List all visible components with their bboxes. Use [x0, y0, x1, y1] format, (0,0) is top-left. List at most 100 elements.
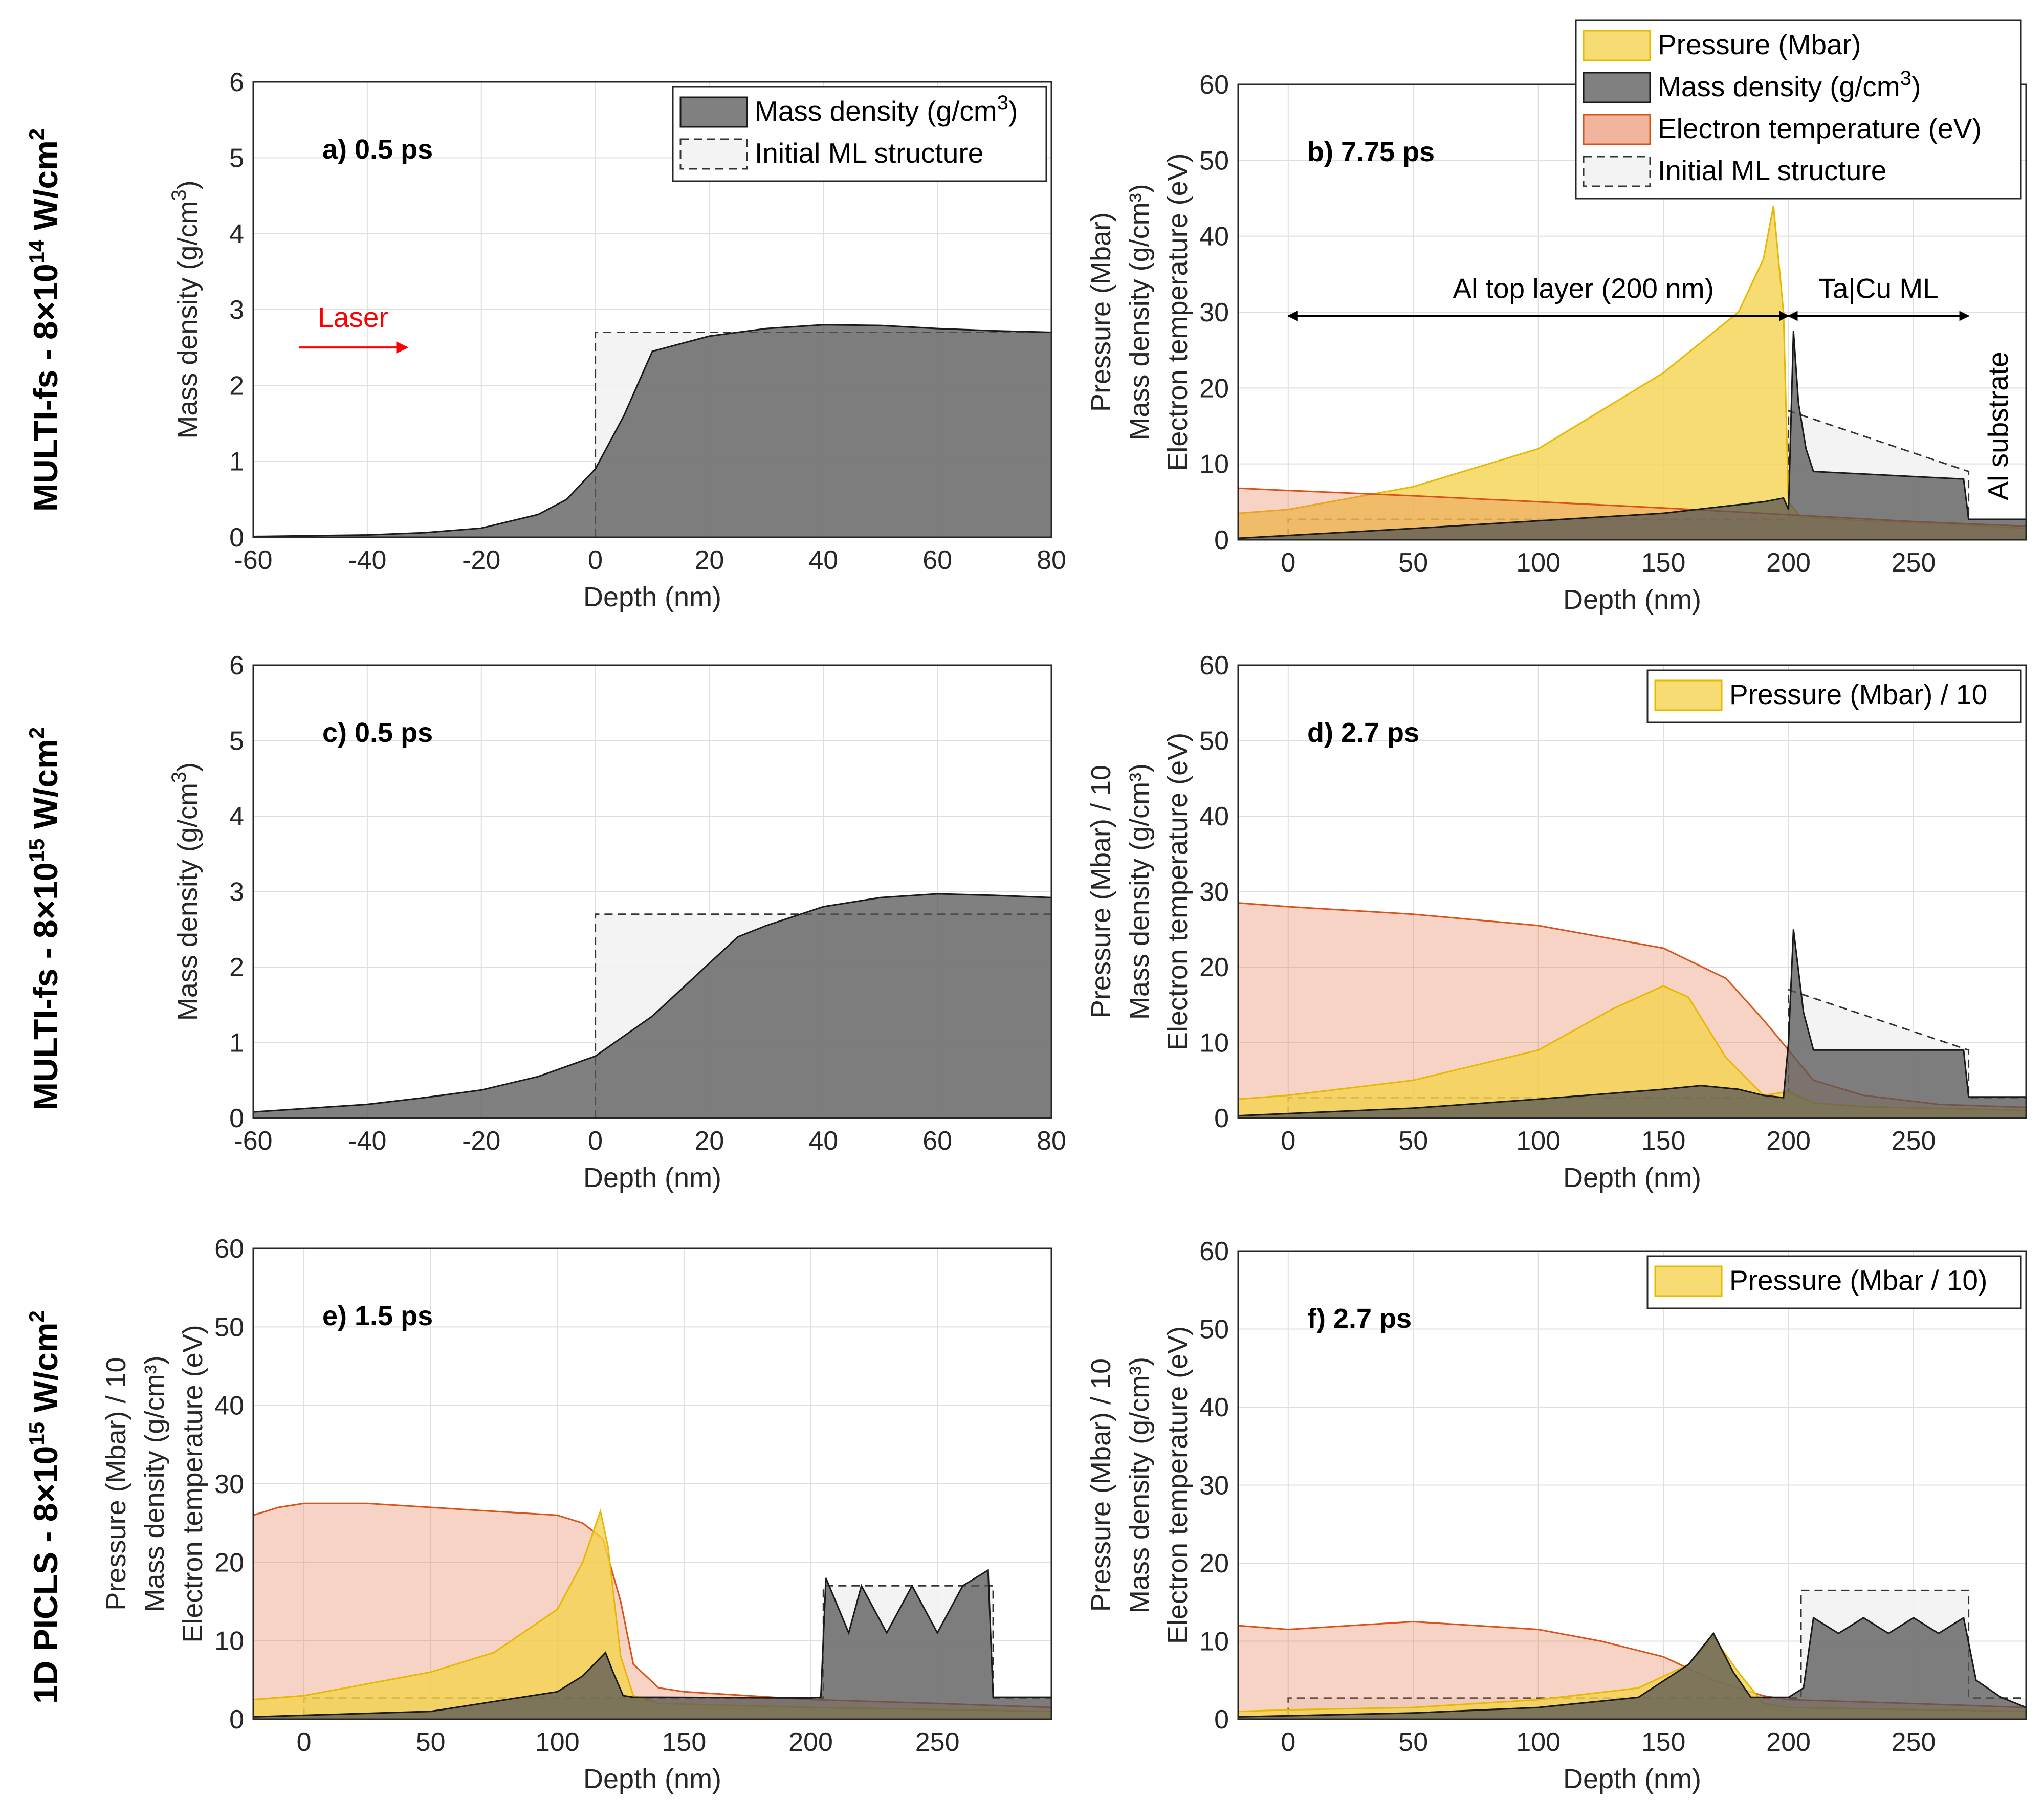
y-tick-label: 0 [1214, 1705, 1229, 1735]
x-tick-label: 50 [1398, 1727, 1428, 1757]
x-axis-label: Depth (nm) [583, 1163, 721, 1193]
series-line-density [1238, 331, 2026, 539]
y-tick-label: 50 [1199, 1315, 1229, 1345]
y-tick-label: 50 [214, 1312, 244, 1342]
legend-label: Initial ML structure [1658, 155, 1886, 186]
x-tick-label: 80 [1037, 1126, 1066, 1156]
y-tick-label: 40 [1199, 222, 1229, 252]
legend-label: Electron temperature (eV) [1658, 113, 1982, 144]
axes-box [252, 81, 1052, 538]
series-line-density [1238, 1616, 2026, 1718]
y-tick-label: 6 [229, 68, 244, 97]
y-tick-label: 0 [229, 1705, 244, 1735]
x-tick-label: 150 [662, 1727, 707, 1757]
y-tick-label: 0 [229, 523, 244, 553]
y-axis-label: Mass density (g/cm3) [168, 762, 203, 1021]
x-tick-label: -40 [348, 545, 386, 575]
x-tick-label: 60 [922, 545, 952, 575]
panel-label: e) 1.5 ps [322, 1301, 433, 1331]
panel-label: f) 2.7 ps [1307, 1303, 1412, 1334]
panel-e: 0 50 100 150 200 250 0 10 20 30 40 50 60 Depth (nm) Pr… [101, 1234, 1052, 1794]
al-top-layer-label: Al top layer (200 nm) [1453, 272, 1714, 304]
y-tick-label: 3 [229, 878, 244, 907]
x-tick-label: 0 [1281, 548, 1295, 578]
y-tick-label: 0 [229, 1104, 244, 1133]
y-tick-label: 30 [214, 1470, 244, 1499]
legend: Pressure (Mbar / 10) [1646, 1255, 2022, 1309]
axes-box [252, 1247, 1052, 1720]
y-tick-label: 60 [214, 1234, 244, 1264]
series-area-pressure [1238, 985, 2026, 1118]
axes-box [252, 664, 1052, 1119]
panel-c: -60 -40 -20 0 20 40 60 80 0 1 2 3 4 5 6 Depth (nm) Mass … [168, 651, 1066, 1193]
y-tick-label: 1 [229, 447, 244, 477]
x-tick-label: 20 [695, 1126, 724, 1156]
legend-label: Pressure (Mbar) [1658, 29, 1861, 60]
y-tick-label: 4 [229, 220, 244, 249]
y-tick-label: 0 [1214, 1104, 1229, 1133]
y-tick-label: 60 [1199, 1237, 1229, 1266]
panel-label: a) 0.5 ps [322, 134, 433, 165]
plot-area [253, 893, 1051, 1118]
x-axis-label: Depth (nm) [583, 582, 721, 612]
y-tick-label: 5 [229, 727, 244, 756]
x-tick-label: 20 [695, 545, 724, 575]
plot-area [1238, 206, 2026, 540]
y-tick-label: 4 [229, 802, 244, 831]
series-area-density [253, 893, 1051, 1118]
series-area-pressure [1238, 206, 2026, 540]
y-tick-label: 1 [229, 1028, 244, 1058]
y-tick-label: 6 [229, 651, 244, 681]
legend-swatch-pressure [1654, 1265, 1723, 1297]
laser-label: Laser [318, 301, 388, 333]
legend-label: Initial ML structure [755, 137, 983, 169]
panel-label: b) 7.75 ps [1307, 137, 1435, 167]
series-area-density [1238, 1617, 2026, 1719]
series-area-pressure [253, 1511, 1051, 1719]
x-tick-label: 150 [1641, 1126, 1686, 1156]
x-tick-label: 250 [1892, 548, 1936, 578]
x-axis-label: Depth (nm) [1563, 584, 1701, 615]
x-tick-label: 250 [1892, 1126, 1936, 1156]
x-tick-label: 200 [1766, 1126, 1811, 1156]
y-tick-label: 30 [1199, 298, 1229, 327]
y-tick-label: 40 [214, 1391, 244, 1421]
x-tick-label: 40 [808, 545, 838, 575]
y-axis-label-3: Electron temperature (eV) [1162, 733, 1193, 1050]
x-tick-label: -20 [462, 1126, 500, 1156]
y-tick-label: 50 [1199, 146, 1229, 176]
y-tick-label: 10 [1199, 1627, 1229, 1657]
y-tick-label: 50 [1199, 727, 1229, 756]
row-label-1: MULTI-fs - 8×1014 W/cm2 [25, 128, 64, 512]
legend-swatch-initial [679, 138, 748, 170]
series-line-density [253, 1569, 1051, 1718]
y-axis-label-1: Pressure (Mbar) [1086, 212, 1116, 412]
x-tick-label: 0 [1281, 1126, 1295, 1156]
y-tick-label: 20 [1199, 374, 1229, 403]
x-tick-label: 40 [808, 1126, 838, 1156]
y-axis-label-2: Mass density (g/cm³) [1124, 1357, 1155, 1613]
y-axis-label-3: Electron temperature (eV) [1162, 1326, 1193, 1644]
x-tick-label: -60 [234, 1126, 272, 1156]
y-axis-label: Mass density (g/cm3) [168, 180, 203, 438]
y-tick-label: 20 [1199, 1549, 1229, 1578]
y-tick-label: 2 [229, 953, 244, 982]
y-tick-label: 3 [229, 295, 244, 325]
x-tick-label: 60 [922, 1126, 952, 1156]
plot-area [253, 1502, 1051, 1719]
series-line-density [253, 324, 1051, 537]
x-tick-label: 150 [1641, 1727, 1686, 1757]
y-tick-label: 0 [1214, 525, 1229, 555]
axes-box [1237, 664, 2027, 1119]
y-tick-label: 10 [1199, 1028, 1229, 1058]
y-tick-label: 30 [1199, 878, 1229, 907]
row-label-3: 1D PICLS - 8×1015 W/cm2 [25, 1310, 64, 1704]
legend-label: Pressure (Mbar / 10) [1729, 1264, 1987, 1296]
panel-label: d) 2.7 ps [1307, 717, 1419, 748]
x-tick-label: -40 [348, 1126, 386, 1156]
legend: Pressure (Mbar) / 10 [1646, 669, 2022, 723]
panel-b: 0 50 100 150 200 250 0 10 20 30 40 50 60 Depth (nm) Pr… [1086, 19, 2027, 615]
x-tick-label: 0 [588, 545, 603, 575]
y-tick-label: 20 [1199, 953, 1229, 982]
